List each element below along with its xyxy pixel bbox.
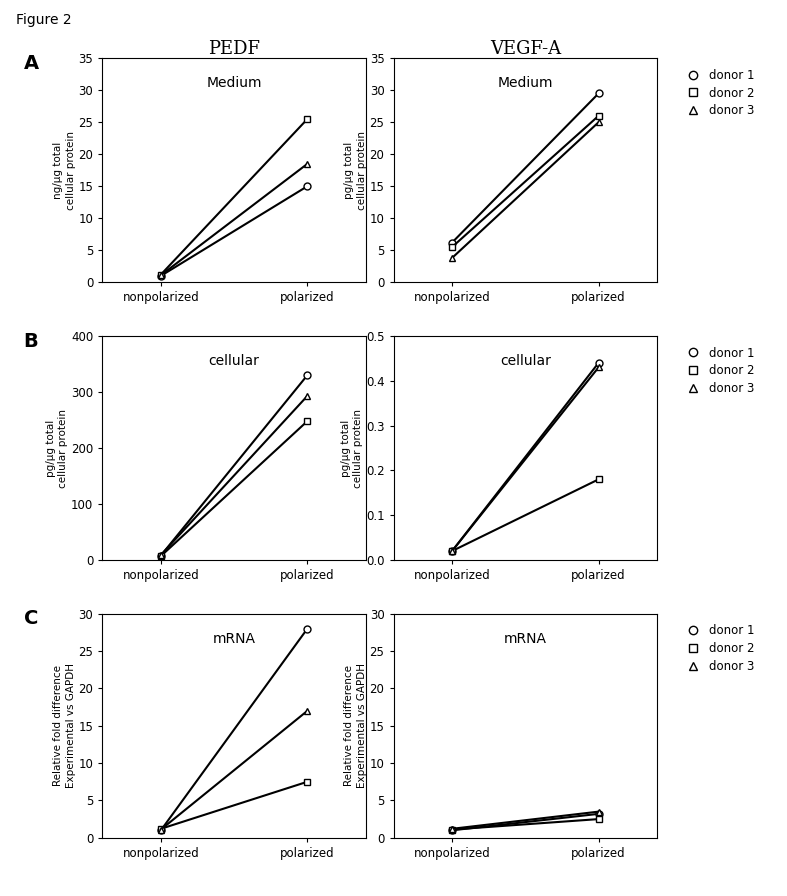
- Text: mRNA: mRNA: [504, 632, 547, 646]
- Legend: donor 1, donor 2, donor 3: donor 1, donor 2, donor 3: [676, 342, 759, 400]
- Text: Medium: Medium: [206, 76, 262, 90]
- Y-axis label: Relative fold difference
Experimental vs GAPDH: Relative fold difference Experimental vs…: [54, 663, 76, 788]
- Text: mRNA: mRNA: [212, 632, 256, 646]
- Text: B: B: [24, 332, 39, 350]
- Text: C: C: [24, 609, 38, 628]
- Legend: donor 1, donor 2, donor 3: donor 1, donor 2, donor 3: [676, 65, 759, 122]
- Y-axis label: pg/μg total
cellular protein: pg/μg total cellular protein: [46, 409, 68, 487]
- Text: Medium: Medium: [497, 76, 553, 90]
- Y-axis label: ng/μg total
cellular protein: ng/μg total cellular protein: [54, 131, 76, 210]
- Text: cellular: cellular: [209, 354, 260, 368]
- Y-axis label: pg/μg total
cellular protein: pg/μg total cellular protein: [341, 409, 363, 487]
- Text: cellular: cellular: [500, 354, 551, 368]
- Text: VEGF-A: VEGF-A: [490, 40, 561, 58]
- Y-axis label: Relative fold difference
Experimental vs GAPDH: Relative fold difference Experimental vs…: [345, 663, 367, 788]
- Text: A: A: [24, 54, 39, 73]
- Text: Figure 2: Figure 2: [16, 13, 72, 28]
- Text: PEDF: PEDF: [208, 40, 260, 58]
- Y-axis label: pg/μg total
cellular protein: pg/μg total cellular protein: [345, 131, 367, 210]
- Legend: donor 1, donor 2, donor 3: donor 1, donor 2, donor 3: [676, 620, 759, 677]
